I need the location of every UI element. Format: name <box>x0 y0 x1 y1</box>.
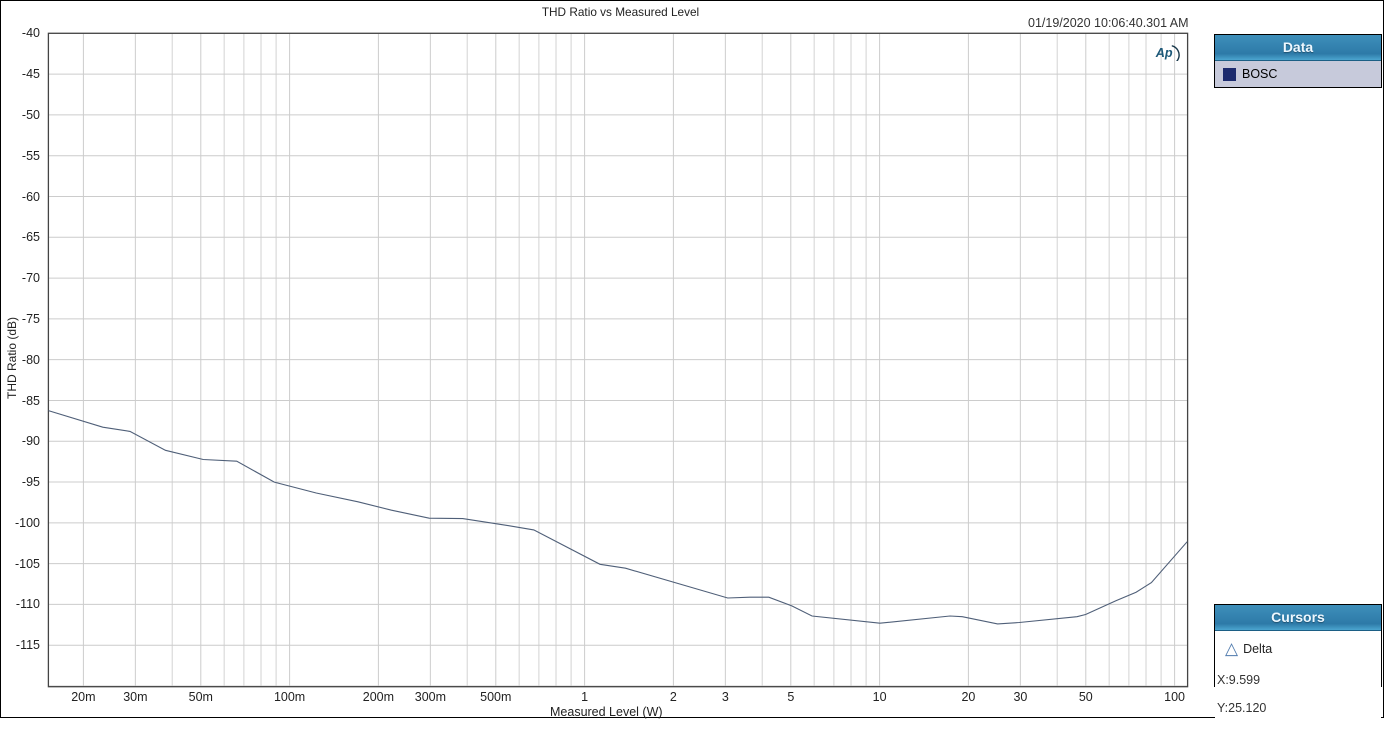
svg-text:Ap: Ap <box>1155 46 1173 60</box>
